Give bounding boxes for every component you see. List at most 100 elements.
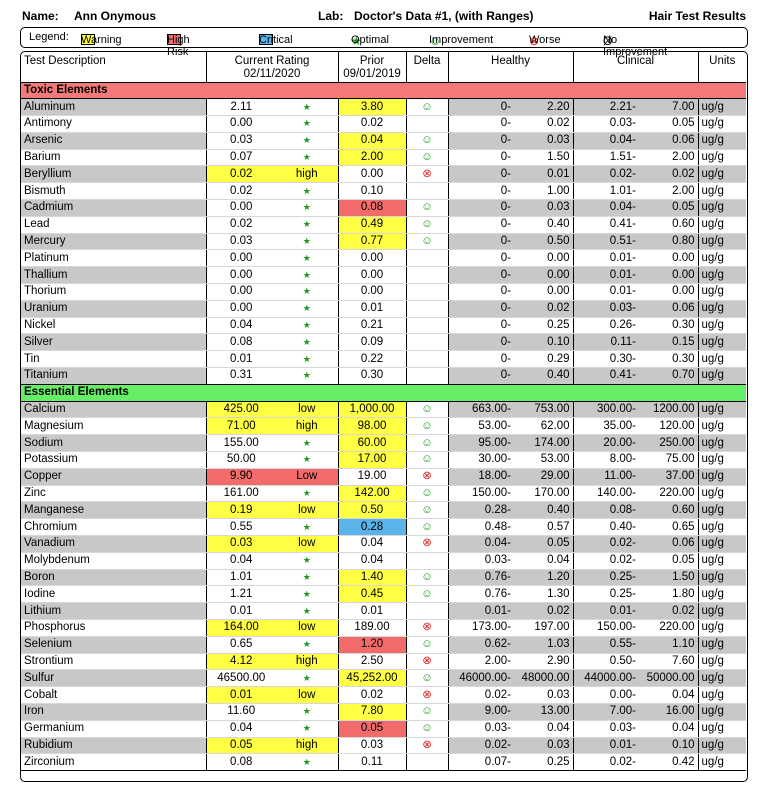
units: ug/g — [697, 720, 747, 738]
data-row: Germanium 0.04 ★ 0.05 ☺ 0.03- 0.04 0.03- 0.04 ug/… — [21, 720, 747, 738]
delta: ☺ — [405, 98, 449, 117]
data-row: Potassium 50.00 ★ 17.00 ☺ 30.00- 53.00 8.00- 75.… — [21, 451, 747, 469]
col-units: Units — [697, 52, 747, 83]
healthy-low: 53.00- — [447, 417, 515, 436]
prior-value: 2.50 — [337, 653, 407, 671]
delta: ☺ — [405, 569, 449, 587]
prior-value: 60.00 — [337, 434, 407, 453]
clinical-low: 0.00- — [572, 686, 640, 704]
current-value: 0.55 — [205, 518, 276, 537]
clinical-low: 0.04- — [572, 199, 640, 217]
healthy-high: 2.90 — [514, 653, 574, 671]
current-rating: ★ — [276, 569, 339, 587]
delta: ☺ — [405, 485, 449, 503]
legend-text: Worse — [529, 34, 561, 46]
prior-value: 0.77 — [337, 233, 407, 251]
current-value: 71.00 — [205, 417, 276, 436]
healthy-high: 0.00 — [514, 283, 574, 301]
delta: ☺ — [405, 132, 449, 150]
current-value: 0.02 — [205, 182, 276, 201]
prior-value: 0.00 — [337, 249, 407, 268]
current-value: 161.00 — [205, 485, 276, 503]
clinical-low: 0.01- — [572, 737, 640, 755]
test-name: Aluminum — [21, 98, 207, 117]
legend-symbol: ★ — [351, 34, 362, 48]
healthy-high: 0.04 — [514, 720, 574, 738]
current-value: 0.04 — [205, 720, 276, 738]
clinical-high: 0.60 — [639, 216, 699, 234]
test-name: Cadmium — [21, 199, 207, 217]
clinical-high: 75.00 — [639, 451, 699, 469]
units: ug/g — [697, 636, 747, 654]
clinical-high: 0.04 — [639, 720, 699, 738]
units: ug/g — [697, 451, 747, 469]
test-name: Beryllium — [21, 165, 207, 184]
prior-value: 3.80 — [337, 98, 407, 117]
clinical-high: 0.05 — [639, 115, 699, 133]
delta — [405, 249, 449, 268]
test-name: Nickel — [21, 317, 207, 335]
clinical-high: 1.80 — [639, 585, 699, 604]
healthy-low: 0.03- — [447, 720, 515, 738]
clinical-low: 150.00- — [572, 619, 640, 637]
clinical-low: 0.08- — [572, 501, 640, 520]
data-row: Strontium 4.12 high 2.50 ⊗ 2.00- 2.90 0.50- 7.60… — [21, 653, 747, 671]
delta: ☺ — [405, 669, 449, 688]
current-value: 0.07 — [205, 149, 276, 167]
clinical-low: 0.50- — [572, 653, 640, 671]
col-delta: Delta — [405, 52, 449, 83]
current-rating: high — [276, 165, 339, 184]
delta: ☺ — [405, 703, 449, 721]
section-row: Essential Elements — [21, 384, 747, 402]
prior-value: 0.49 — [337, 216, 407, 234]
data-row: Barium 0.07 ★ 2.00 ☺ 0- 1.50 1.51- 2.00 ug/g — [21, 149, 747, 167]
delta: ☺ — [405, 434, 449, 453]
clinical-low: 35.00- — [572, 417, 640, 436]
healthy-high: 62.00 — [514, 417, 574, 436]
prior-value: 7.80 — [337, 703, 407, 721]
legend-text: Optimal — [351, 34, 389, 46]
clinical-high: 16.00 — [639, 703, 699, 721]
data-row: Silver 0.08 ★ 0.09 0- 0.10 0.11- 0.15 ug/g — [21, 333, 747, 352]
current-value: 0.00 — [205, 300, 276, 318]
current-rating: ★ — [276, 585, 339, 604]
clinical-high: 0.10 — [639, 737, 699, 755]
healthy-high: 0.02 — [514, 300, 574, 318]
patient-name: Ann Onymous — [74, 9, 157, 23]
section-title: Toxic Elements — [21, 82, 747, 100]
healthy-high: 2.20 — [514, 98, 574, 117]
delta — [405, 300, 449, 318]
prior-value: 0.00 — [337, 165, 407, 184]
prior-value: 0.28 — [337, 518, 407, 537]
clinical-low: 44000.00- — [572, 669, 640, 688]
current-rating: low — [276, 501, 339, 520]
prior-value: 45,252.00 — [337, 669, 407, 688]
clinical-high: 7.60 — [639, 653, 699, 671]
units: ug/g — [697, 401, 747, 419]
test-name: Phosphorus — [21, 619, 207, 637]
delta: ☺ — [405, 720, 449, 738]
healthy-low: 0.02- — [447, 737, 515, 755]
units: ug/g — [697, 132, 747, 150]
delta — [405, 367, 449, 385]
data-row: Beryllium 0.02 high 0.00 ⊗ 0- 0.01 0.02- 0.02 ug/… — [21, 165, 747, 184]
data-row: Thallium 0.00 ★ 0.00 0- 0.00 0.01- 0.00 ug/g — [21, 266, 747, 285]
current-value: 0.03 — [205, 535, 276, 553]
current-value: 0.01 — [205, 350, 276, 369]
data-row: Aluminum 2.11 ★ 3.80 ☺ 0- 2.20 2.21- 7.00 ug/g — [21, 98, 747, 117]
current-rating: ★ — [276, 300, 339, 318]
delta — [405, 317, 449, 335]
test-name: Sulfur — [21, 669, 207, 688]
prior-value: 0.03 — [337, 737, 407, 755]
delta: ☺ — [405, 216, 449, 234]
section-title: Essential Elements — [21, 384, 747, 402]
units: ug/g — [697, 115, 747, 133]
healthy-high: 0.00 — [514, 249, 574, 268]
clinical-low: 7.00- — [572, 703, 640, 721]
current-rating: ★ — [276, 216, 339, 234]
units: ug/g — [697, 753, 747, 772]
prior-value: 0.04 — [337, 132, 407, 150]
delta: ☺ — [405, 585, 449, 604]
delta: ☺ — [405, 451, 449, 469]
